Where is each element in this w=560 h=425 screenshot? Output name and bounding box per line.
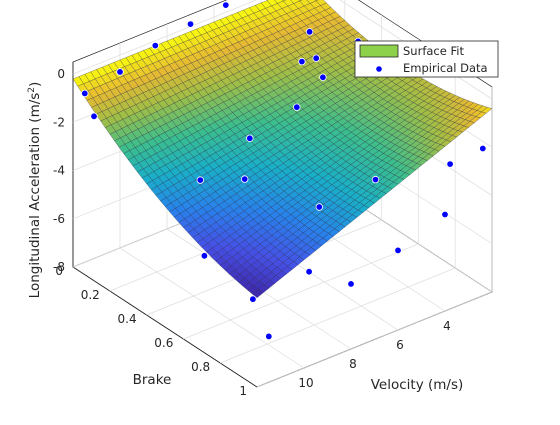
y-tick-label: 1 xyxy=(239,384,247,398)
z-axis-label: Longitudinal Acceleration (m/s2) xyxy=(27,82,43,299)
y-axis-line xyxy=(72,266,258,388)
grid-line-y xyxy=(256,87,493,388)
empirical-data-point xyxy=(347,280,355,288)
legend-surface-label: Surface Fit xyxy=(403,44,464,58)
legend-points-marker xyxy=(375,65,383,73)
y-tick-label: 0.4 xyxy=(118,312,137,326)
empirical-data-point xyxy=(446,160,454,168)
empirical-data-point xyxy=(116,68,124,76)
empirical-data-point xyxy=(305,28,314,36)
y-tick-label: 0.6 xyxy=(154,336,173,350)
empirical-data-point xyxy=(81,89,89,98)
empirical-data-point xyxy=(200,252,209,260)
y-tick-label: 0 xyxy=(55,264,63,278)
x-tick-label: 8 xyxy=(349,357,357,371)
empirical-data-point xyxy=(186,20,195,28)
empirical-data-point xyxy=(312,54,320,62)
empirical-data-point xyxy=(298,57,306,66)
y-axis-label: Brake xyxy=(133,372,172,388)
legend-points-label: Empirical Data xyxy=(403,61,488,75)
z-tick-label: -4 xyxy=(53,164,65,178)
empirical-data-point xyxy=(151,41,159,50)
empirical-data-point xyxy=(394,246,402,255)
y-tick-label: 0.8 xyxy=(191,360,210,374)
empirical-data-point xyxy=(319,73,327,81)
empirical-data-point xyxy=(293,103,301,111)
empirical-data-point xyxy=(441,210,449,219)
empirical-data-point xyxy=(90,112,98,120)
z-tick-label: -6 xyxy=(53,212,65,226)
empirical-data-point xyxy=(240,175,249,183)
z-axis-label-close: ) xyxy=(27,82,43,87)
empirical-data-point xyxy=(305,268,313,276)
x-tick-label: 6 xyxy=(396,338,404,352)
empirical-data-point xyxy=(315,203,323,211)
surface-cell xyxy=(72,76,84,87)
x-tick-label: 4 xyxy=(443,319,451,333)
z-axis-label-superscript: 2 xyxy=(27,87,37,93)
z-tick-label: 0 xyxy=(57,67,65,81)
empirical-data-point xyxy=(265,332,273,341)
empirical-data-point xyxy=(222,1,230,9)
x-tick-label: 10 xyxy=(298,376,313,390)
legend-surface-swatch xyxy=(359,44,399,58)
empirical-data-point xyxy=(371,175,380,184)
empirical-data-point xyxy=(246,134,254,142)
empirical-data-point xyxy=(479,144,487,153)
y-tick-label: 0.2 xyxy=(81,288,100,302)
empirical-data-point xyxy=(249,295,257,303)
empirical-data-point xyxy=(196,176,204,184)
x-axis-label: Velocity (m/s) xyxy=(371,377,464,393)
legend: Surface Fit Empirical Data xyxy=(354,40,499,78)
z-tick-label: -8 xyxy=(53,260,65,274)
z-tick-label: -2 xyxy=(53,115,65,129)
z-axis-label-main: Longitudinal Acceleration (m/s xyxy=(27,93,43,299)
